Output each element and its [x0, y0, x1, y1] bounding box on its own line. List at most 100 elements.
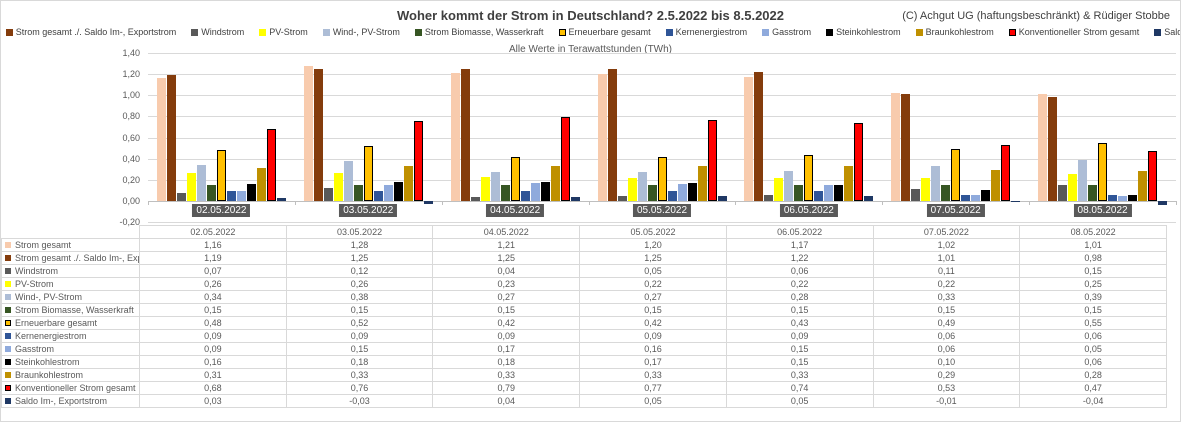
table-row-label-cell: Wind-, PV-Strom	[1, 290, 140, 304]
table-value-cell: 0,42	[579, 316, 727, 330]
table-value-cell: 0,15	[1019, 303, 1167, 317]
table-value-cell: 0,15	[285, 303, 434, 317]
table-row-label-cell: Braunkohlestrom	[1, 368, 140, 382]
table-value-cell: 1,22	[725, 251, 874, 265]
row-label: Strom Biomasse, Wasserkraft	[15, 305, 134, 315]
table-value-cell: 0,18	[285, 355, 434, 369]
bar-kernenergiestrom	[226, 191, 236, 201]
table-value-cell: 0,49	[872, 316, 1021, 330]
x-axis-tick-mark	[441, 200, 443, 205]
table-value-cell: 0,09	[725, 329, 874, 343]
bar-steinkohlestrom	[1128, 194, 1138, 201]
table-value-cell: -0,03	[285, 394, 434, 408]
table-value-cell: 1,01	[1019, 238, 1167, 252]
table-value-cell: 0,33	[579, 368, 727, 382]
legend-item-saldo-im-exportstrom: Saldo Im-, Exportstrom	[1154, 27, 1180, 37]
bar-steinkohlestrom	[981, 190, 991, 201]
table-value-cell: 0,31	[139, 368, 287, 382]
bar-gasstrom	[1118, 195, 1128, 201]
bar-saldo-im-exportstrom	[1011, 200, 1021, 202]
bar-erneuerbare-gesamt	[1098, 142, 1108, 201]
bar-wind-pv-strom	[784, 171, 794, 201]
bar-braunkohlestrom	[991, 170, 1001, 201]
x-axis-category-label: 08.05.2022	[1073, 203, 1132, 217]
table-value-cell: 0,47	[1019, 381, 1167, 395]
row-color-swatch	[5, 384, 11, 391]
legend-item-braunkohlestrom: Braunkohlestrom	[915, 27, 994, 37]
table-value-cell: 0,15	[725, 303, 874, 317]
row-color-swatch	[5, 345, 11, 352]
row-label: PV-Strom	[15, 279, 54, 289]
bar-saldo-im-exportstrom	[570, 196, 580, 201]
bar-kernenergiestrom	[1108, 194, 1118, 201]
legend-label: Erneuerbare gesamt	[568, 27, 651, 37]
bar-kernenergiestrom	[961, 194, 971, 201]
bar-pv-strom	[333, 173, 343, 201]
table-value-cell: 1,25	[432, 251, 581, 265]
legend-color-swatch	[665, 28, 673, 36]
table-value-cell: 0,10	[872, 355, 1021, 369]
bar-braunkohlestrom	[697, 166, 707, 201]
bar-strom-gesamt-saldo-im-exportstrom	[607, 68, 617, 201]
bar-konventioneller-strom-gesamt	[560, 117, 570, 201]
bar-braunkohlestrom	[550, 166, 560, 201]
bar-wind-pv-strom	[196, 164, 206, 201]
row-color-swatch	[5, 241, 11, 248]
gridline	[148, 200, 1176, 202]
chart-legend: Strom gesamtStrom gesamt ./. Saldo Im-, …	[1, 27, 1180, 37]
bar-konventioneller-strom-gesamt	[854, 122, 864, 201]
table-value-cell: 0,74	[725, 381, 874, 395]
table-value-cell: 0,33	[285, 368, 434, 382]
x-axis-category-label: 02.05.2022	[192, 203, 251, 217]
legend-label: Gasstrom	[772, 27, 812, 37]
data-table: 02.05.2022 03.05.2022 04.05.2022 05.05.2022…	[1, 225, 1167, 408]
y-axis-tick-label: 1,20	[122, 69, 140, 80]
x-axis-tick-mark	[294, 200, 296, 205]
bar-steinkohlestrom	[834, 185, 844, 201]
table-value-cell: 0,39	[1019, 290, 1167, 304]
bar-windstrom	[176, 193, 186, 201]
table-row: Windstrom 0,07 0,12 0,04 0,05 0,06 0,11 0,15	[1, 264, 1167, 278]
table-value-cell: 0,68	[139, 381, 287, 395]
row-color-swatch	[5, 397, 11, 404]
table-row-label-cell: Saldo Im-, Exportstrom	[1, 394, 140, 408]
bar-kernenergiestrom	[373, 191, 383, 201]
table-value-cell: 0,15	[579, 303, 727, 317]
bar-gasstrom	[677, 183, 687, 201]
legend-item-konventioneller-strom-gesamt: Konventioneller Strom gesamt	[1008, 27, 1139, 37]
bar-windstrom	[470, 196, 480, 201]
table-value-cell: 0,04	[432, 264, 581, 278]
table-value-cell: 0,17	[579, 355, 727, 369]
table-value-cell: 0,25	[1019, 277, 1167, 291]
table-value-cell: 0,11	[872, 264, 1021, 278]
table-value-cell: 0,06	[1019, 355, 1167, 369]
bar-kernenergiestrom	[814, 191, 824, 201]
table-value-cell: 0,42	[432, 316, 581, 330]
table-value-cell: 0,52	[285, 316, 434, 330]
bar-braunkohlestrom	[403, 166, 413, 201]
bar-saldo-im-exportstrom	[423, 200, 433, 205]
x-axis-category-label: 04.05.2022	[486, 203, 545, 217]
table-value-cell: 0,05	[579, 264, 727, 278]
bar-windstrom	[764, 194, 774, 201]
table-row: PV-Strom 0,26 0,26 0,23 0,22 0,22 0,22 0,25	[1, 277, 1167, 291]
table-column-header: 06.05.2022	[725, 225, 874, 239]
axis-units-note: Alle Werte in Terawattstunden (TWh)	[508, 44, 673, 55]
legend-color-swatch	[826, 28, 834, 36]
legend-label: Braunkohlestrom	[925, 27, 994, 37]
table-value-cell: 0,12	[285, 264, 434, 278]
legend-label: Steinkohlestrom	[836, 27, 901, 37]
table-value-cell: 0,05	[725, 394, 874, 408]
table-row: Strom Biomasse, Wasserkraft 0,15 0,15 0,15 0…	[1, 303, 1167, 317]
legend-item-strom-gesamt-saldo-im-exportstrom: Strom gesamt ./. Saldo Im-, Exportstrom	[5, 27, 176, 37]
table-value-cell: 0,27	[432, 290, 581, 304]
table-value-cell: 0,05	[1019, 342, 1167, 356]
table-value-cell: 0,43	[725, 316, 874, 330]
table-value-cell: 0,34	[139, 290, 287, 304]
legend-item-pv-strom: PV-Strom	[259, 27, 308, 37]
table-value-cell: 0,07	[139, 264, 287, 278]
bar-erneuerbare-gesamt	[951, 149, 961, 201]
table-value-cell: 0,33	[872, 290, 1021, 304]
table-row-label-cell: Strom Biomasse, Wasserkraft	[1, 303, 140, 317]
table-value-cell: 0,79	[432, 381, 581, 395]
